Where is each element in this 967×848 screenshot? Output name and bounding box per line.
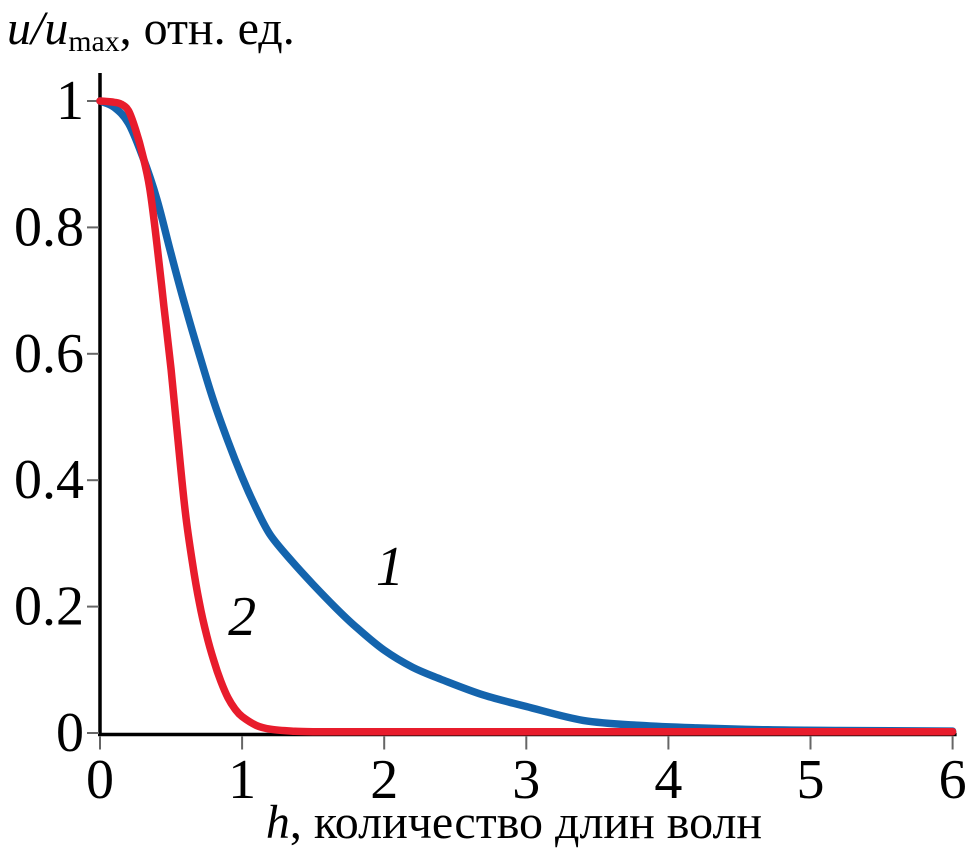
y-axis-title-variable: u/u bbox=[7, 2, 69, 55]
x-tick-label: 4 bbox=[654, 749, 682, 811]
curve-1-label: 1 bbox=[375, 535, 404, 598]
x-tick-label: 5 bbox=[797, 749, 825, 811]
y-axis-title-units: , отн. ед. bbox=[119, 2, 295, 55]
x-axis-title-units: , количество длин волн bbox=[289, 796, 763, 848]
x-tick-label: 6 bbox=[939, 749, 967, 811]
y-axis-title: u/umax, отн. ед. bbox=[7, 1, 295, 58]
curve-2-line bbox=[96, 97, 957, 736]
y-tick-label: 0.2 bbox=[14, 576, 84, 638]
y-tick-label: 1 bbox=[56, 70, 84, 132]
curve-2-label: 2 bbox=[228, 585, 257, 648]
y-tick-label: 0 bbox=[56, 702, 84, 764]
y-tick-label: 0.4 bbox=[14, 449, 84, 511]
x-axis-title-variable: h bbox=[265, 796, 290, 848]
y-axis-title-subscript: max bbox=[68, 24, 120, 58]
curve-1-line bbox=[96, 97, 957, 735]
x-tick-label: 3 bbox=[512, 749, 540, 811]
x-tick-label: 2 bbox=[370, 749, 398, 811]
x-tick-label: 0 bbox=[86, 749, 114, 811]
y-tick-label: 0.8 bbox=[14, 196, 84, 258]
x-axis-title: h, количество длин волн bbox=[266, 799, 762, 847]
y-tick-label: 0.6 bbox=[14, 323, 84, 385]
x-tick-label: 1 bbox=[228, 749, 256, 811]
